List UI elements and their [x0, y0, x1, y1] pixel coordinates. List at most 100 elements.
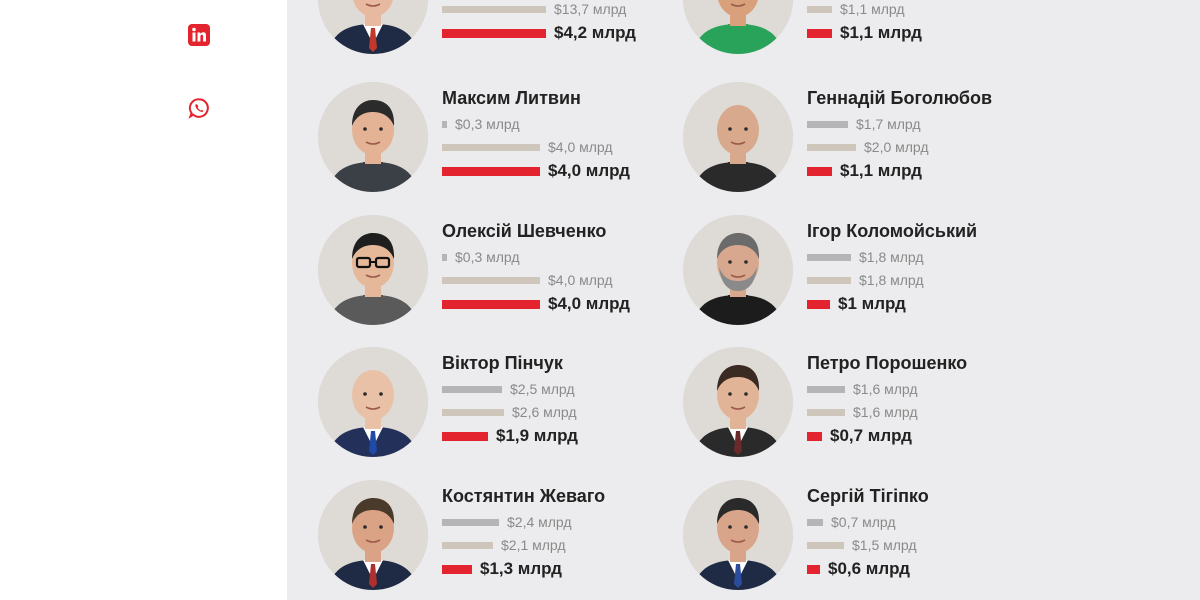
wealth-value: $4,0 млрд [548, 294, 630, 313]
person-photo [683, 480, 793, 590]
wealth-value: $1,3 млрд [480, 559, 562, 578]
person-name: Геннадій Боголюбов [807, 88, 993, 108]
wealth-row: $1,3 млрд [442, 559, 562, 579]
wealth-bar [442, 120, 447, 128]
wealth-bar [442, 299, 540, 309]
wealth-bar [442, 385, 502, 393]
wealth-bar [442, 276, 540, 284]
wealth-value: $0,6 млрд [828, 559, 910, 578]
wealth-bar [807, 541, 844, 549]
wealth-value: $2,4 млрд [507, 514, 572, 530]
linkedin-icon[interactable] [188, 24, 210, 46]
wealth-value: $1,8 млрд [859, 272, 924, 288]
wealth-bar [807, 564, 820, 574]
wealth-bar [807, 120, 848, 128]
person-photo [683, 215, 793, 325]
wealth-value: $1,8 млрд [859, 249, 924, 265]
wealth-bar [442, 253, 447, 261]
whatsapp-icon[interactable] [188, 97, 210, 119]
wealth-row: $1,9 млрд [442, 426, 578, 446]
wealth-row: $4,2 млрд [442, 23, 636, 43]
billionaires-panel: $13,7 млрд $4,2 млрд $1,1 млрд $1,1 млрд Мак… [287, 0, 1200, 600]
wealth-row: $1,1 млрд [807, 23, 922, 43]
person-name: Ігор Коломойський [807, 221, 978, 241]
wealth-value: $1,1 млрд [840, 23, 922, 42]
wealth-row: $2,5 млрд [442, 379, 575, 399]
wealth-value: $2,1 млрд [501, 537, 566, 553]
wealth-row: $1,6 млрд [807, 379, 918, 399]
person-card: Максим Литвин $0,3 млрд $4,0 млрд $4,0 млрд [318, 82, 678, 202]
wealth-value: $4,0 млрд [548, 139, 613, 155]
wealth-bar [807, 166, 832, 176]
wealth-value: $1,9 млрд [496, 426, 578, 445]
wealth-bar [807, 408, 845, 416]
wealth-row: $1,1 млрд [807, 161, 922, 181]
wealth-bar [807, 276, 851, 284]
person-photo [318, 215, 428, 325]
person-photo [318, 0, 428, 54]
wealth-row: $4,0 млрд [442, 294, 630, 314]
person-name: Максим Литвин [442, 88, 581, 108]
wealth-value: $1 млрд [838, 294, 906, 313]
wealth-bar [442, 518, 499, 526]
person-card: Олексій Шевченко $0,3 млрд $4,0 млрд $4,0 м… [318, 215, 678, 335]
wealth-row: $2,4 млрд [442, 512, 572, 532]
wealth-row: $1,6 млрд [807, 402, 918, 422]
wealth-row: $0,7 млрд [807, 426, 912, 446]
person-photo [318, 82, 428, 192]
wealth-bar [442, 143, 540, 151]
wealth-bar [807, 431, 822, 441]
person-card: $13,7 млрд $4,2 млрд [318, 0, 678, 64]
person-name: Олексій Шевченко [442, 221, 607, 241]
wealth-row: $1,7 млрд [807, 114, 921, 134]
wealth-value: $0,7 млрд [830, 426, 912, 445]
wealth-bar [807, 299, 830, 309]
person-card: Сергій Тігіпко $0,7 млрд $1,5 млрд $0,6 млр… [683, 480, 1043, 600]
wealth-value: $1,1 млрд [840, 1, 905, 17]
wealth-bar [442, 28, 546, 38]
wealth-value: $4,0 млрд [548, 272, 613, 288]
person-photo [318, 347, 428, 457]
person-photo [683, 0, 793, 54]
person-photo [683, 347, 793, 457]
wealth-value: $0,7 млрд [831, 514, 896, 530]
wealth-bar [442, 5, 546, 13]
share-sidebar [0, 0, 287, 600]
wealth-bar [442, 541, 493, 549]
wealth-row: $13,7 млрд [442, 0, 626, 19]
wealth-value: $2,6 млрд [512, 404, 577, 420]
wealth-value: $1,1 млрд [840, 161, 922, 180]
wealth-value: $4,2 млрд [554, 23, 636, 42]
wealth-row: $2,0 млрд [807, 137, 929, 157]
wealth-row: $0,3 млрд [442, 247, 520, 267]
wealth-value: $2,0 млрд [864, 139, 929, 155]
person-photo [683, 82, 793, 192]
wealth-row: $4,0 млрд [442, 270, 613, 290]
wealth-row: $0,7 млрд [807, 512, 896, 532]
wealth-bar [807, 385, 845, 393]
wealth-row: $1 млрд [807, 294, 906, 314]
wealth-row: $0,3 млрд [442, 114, 520, 134]
wealth-row: $2,6 млрд [442, 402, 577, 422]
wealth-bar [807, 143, 856, 151]
wealth-bar [442, 431, 488, 441]
wealth-bar [807, 28, 832, 38]
wealth-value: $1,6 млрд [853, 381, 918, 397]
wealth-row: $1,8 млрд [807, 270, 924, 290]
wealth-value: $1,6 млрд [853, 404, 918, 420]
person-card: $1,1 млрд $1,1 млрд [683, 0, 1043, 64]
person-name: Петро Порошенко [807, 353, 968, 373]
person-card: Віктор Пінчук $2,5 млрд $2,6 млрд $1,9 млрд [318, 347, 678, 467]
person-name: Віктор Пінчук [442, 353, 563, 373]
wealth-bar [442, 408, 504, 416]
person-card: Геннадій Боголюбов $1,7 млрд $2,0 млрд $1,1… [683, 82, 1043, 202]
wealth-value: $1,7 млрд [856, 116, 921, 132]
wealth-bar [442, 564, 472, 574]
wealth-row: $1,1 млрд [807, 0, 905, 19]
wealth-value: $2,5 млрд [510, 381, 575, 397]
wealth-row: $1,5 млрд [807, 535, 917, 555]
person-photo [318, 480, 428, 590]
wealth-value: $13,7 млрд [554, 1, 627, 17]
person-card: Костянтин Жеваго $2,4 млрд $2,1 млрд $1,3 м… [318, 480, 678, 600]
